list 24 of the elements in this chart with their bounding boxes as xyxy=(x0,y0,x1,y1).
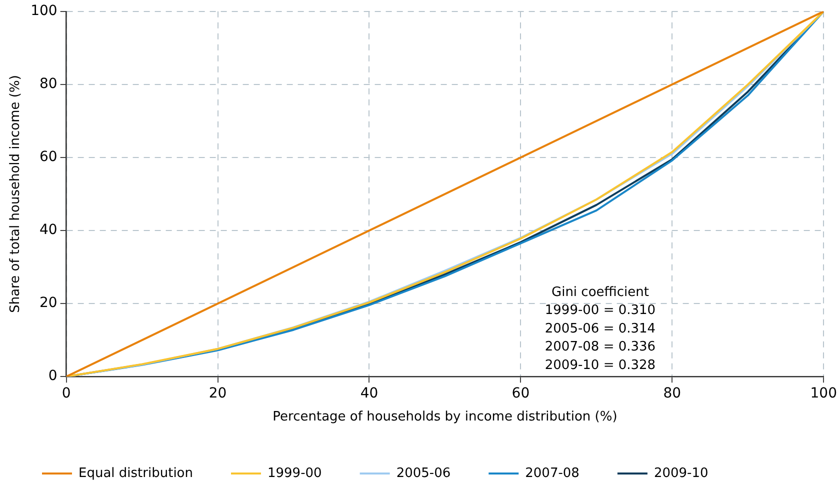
legend-label: 2007-08 xyxy=(525,466,580,481)
annotation: 2009-10 = 0.328 xyxy=(544,358,656,373)
y-tick-label: 40 xyxy=(39,222,58,238)
y-tick-label: 0 xyxy=(48,368,58,384)
annotation: 2007-08 = 0.336 xyxy=(544,340,656,355)
x-axis-title: Percentage of households by income distribution (%) xyxy=(272,410,618,425)
legend-label: Equal distribution xyxy=(78,466,193,481)
y-tick-label: 20 xyxy=(39,295,58,312)
annotation: 2005-06 = 0.314 xyxy=(544,321,656,336)
annotation: Gini coefficient xyxy=(552,284,649,300)
x-tick-label: 20 xyxy=(208,386,227,402)
y-axis-title: Share of total household income (%) xyxy=(8,75,24,313)
x-tick-label: 80 xyxy=(663,386,682,402)
legend-label: 2005-06 xyxy=(396,466,451,481)
x-tick-label: 0 xyxy=(62,386,71,402)
annotation: 1999-00 = 0.310 xyxy=(544,303,656,318)
x-tick-label: 40 xyxy=(360,386,378,402)
y-tick-label: 80 xyxy=(39,76,58,92)
y-tick-label: 60 xyxy=(39,149,58,166)
x-tick-label: 60 xyxy=(512,386,530,402)
y-tick-label: 100 xyxy=(30,3,58,20)
legend-label: 1999-00 xyxy=(268,466,322,481)
legend-label: 2009-10 xyxy=(654,466,708,481)
x-tick-label: 100 xyxy=(810,386,838,402)
